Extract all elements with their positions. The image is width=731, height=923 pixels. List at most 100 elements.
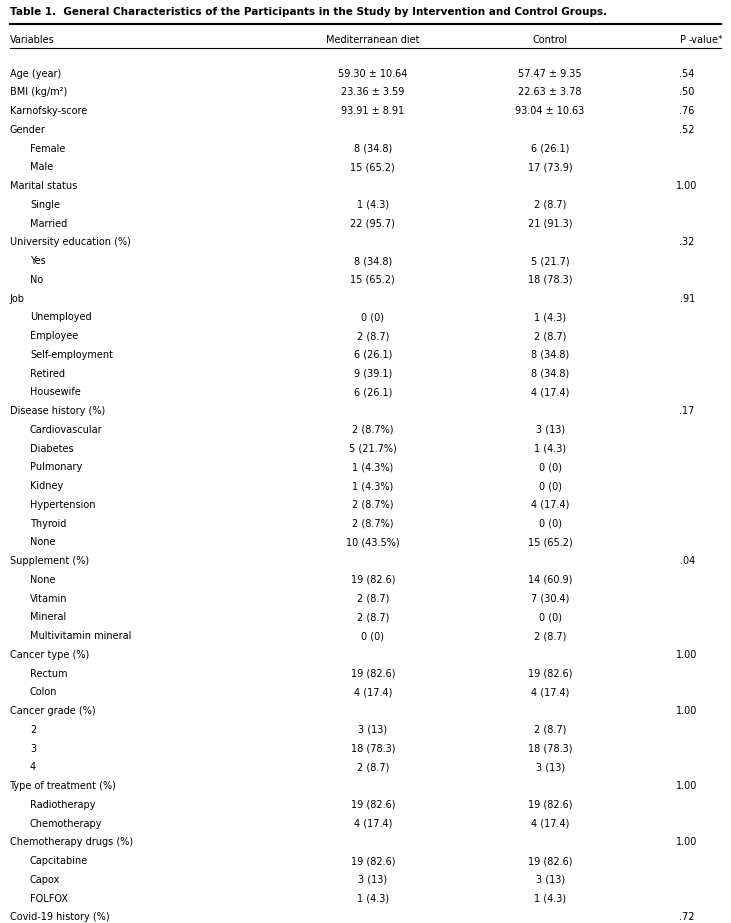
Text: Single: Single [30, 200, 60, 210]
Text: 0 (0): 0 (0) [539, 519, 561, 529]
Text: Kidney: Kidney [30, 481, 63, 491]
Text: 23.36 ± 3.59: 23.36 ± 3.59 [341, 88, 404, 97]
Text: 5 (21.7): 5 (21.7) [531, 256, 569, 266]
Text: FOLFOX: FOLFOX [30, 893, 68, 904]
Text: 3 (13): 3 (13) [536, 762, 564, 773]
Text: Employee: Employee [30, 331, 78, 342]
Text: Type of treatment (%): Type of treatment (%) [10, 781, 116, 791]
Text: 4 (17.4): 4 (17.4) [531, 388, 569, 397]
Text: 2 (8.7%): 2 (8.7%) [352, 425, 393, 435]
Text: 10 (43.5%): 10 (43.5%) [346, 537, 400, 547]
Text: .54: .54 [679, 68, 695, 78]
Text: 1 (4.3): 1 (4.3) [534, 893, 566, 904]
Text: University education (%): University education (%) [10, 237, 130, 247]
Text: 0 (0): 0 (0) [539, 462, 561, 473]
Text: Rectum: Rectum [30, 668, 67, 678]
Text: Gender: Gender [10, 125, 45, 135]
Text: 6 (26.1): 6 (26.1) [354, 350, 392, 360]
Text: Cancer grade (%): Cancer grade (%) [10, 706, 95, 716]
Text: Variables: Variables [10, 35, 54, 45]
Text: .17: .17 [679, 406, 695, 416]
Text: 93.91 ± 8.91: 93.91 ± 8.91 [341, 106, 404, 116]
Text: 15 (65.2): 15 (65.2) [350, 162, 395, 173]
Text: Thyroid: Thyroid [30, 519, 67, 529]
Text: 19 (82.6): 19 (82.6) [351, 668, 395, 678]
Text: .32: .32 [679, 237, 695, 247]
Text: 93.04 ± 10.63: 93.04 ± 10.63 [515, 106, 585, 116]
Text: Supplement (%): Supplement (%) [10, 556, 88, 566]
Text: 1.00: 1.00 [676, 781, 698, 791]
Text: 18 (78.3): 18 (78.3) [528, 275, 572, 285]
Text: Chemotherapy drugs (%): Chemotherapy drugs (%) [10, 837, 132, 847]
Text: 4 (17.4): 4 (17.4) [531, 500, 569, 509]
Text: 2 (8.7): 2 (8.7) [357, 593, 389, 604]
Text: .76: .76 [679, 106, 695, 116]
Text: 4 (17.4): 4 (17.4) [354, 819, 392, 829]
Text: 1 (4.3): 1 (4.3) [357, 200, 389, 210]
Text: Pulmonary: Pulmonary [30, 462, 82, 473]
Text: 3 (13): 3 (13) [358, 875, 387, 885]
Text: Covid-19 history (%): Covid-19 history (%) [10, 912, 109, 922]
Text: 2 (8.7): 2 (8.7) [534, 631, 567, 641]
Text: None: None [30, 575, 56, 585]
Text: .72: .72 [679, 912, 695, 922]
Text: Housewife: Housewife [30, 388, 80, 397]
Text: BMI (kg/m²): BMI (kg/m²) [10, 88, 67, 97]
Text: Age (year): Age (year) [10, 68, 61, 78]
Text: 18 (78.3): 18 (78.3) [528, 744, 572, 753]
Text: 59.30 ± 10.64: 59.30 ± 10.64 [338, 68, 407, 78]
Text: 4 (17.4): 4 (17.4) [354, 688, 392, 698]
Text: 22.63 ± 3.78: 22.63 ± 3.78 [518, 88, 582, 97]
Text: Retired: Retired [30, 368, 65, 378]
Text: .50: .50 [679, 88, 695, 97]
Text: Cancer type (%): Cancer type (%) [10, 650, 88, 660]
Text: 3 (13): 3 (13) [358, 725, 387, 735]
Text: 1.00: 1.00 [676, 837, 698, 847]
Text: 1.00: 1.00 [676, 181, 698, 191]
Text: No: No [30, 275, 43, 285]
Text: Chemotherapy: Chemotherapy [30, 819, 102, 829]
Text: Female: Female [30, 144, 65, 153]
Text: 6 (26.1): 6 (26.1) [531, 144, 569, 153]
Text: Capcitabine: Capcitabine [30, 857, 88, 866]
Text: Diabetes: Diabetes [30, 444, 74, 453]
Text: 3: 3 [30, 744, 36, 753]
Text: 15 (65.2): 15 (65.2) [350, 275, 395, 285]
Text: 7 (30.4): 7 (30.4) [531, 593, 569, 604]
Text: Mineral: Mineral [30, 612, 67, 622]
Text: Vitamin: Vitamin [30, 593, 67, 604]
Text: 19 (82.6): 19 (82.6) [528, 668, 572, 678]
Text: 1 (4.3): 1 (4.3) [534, 444, 566, 453]
Text: 2 (8.7): 2 (8.7) [357, 612, 389, 622]
Text: 19 (82.6): 19 (82.6) [528, 800, 572, 809]
Text: 1.00: 1.00 [676, 650, 698, 660]
Text: Mediterranean diet: Mediterranean diet [326, 35, 420, 45]
Text: .04: .04 [680, 556, 694, 566]
Text: -value: -value [689, 35, 719, 45]
Text: 4 (17.4): 4 (17.4) [531, 688, 569, 698]
Text: 2 (8.7%): 2 (8.7%) [352, 500, 393, 509]
Text: 2 (8.7): 2 (8.7) [534, 331, 567, 342]
Text: 22 (95.7): 22 (95.7) [350, 219, 395, 229]
Text: .52: .52 [679, 125, 695, 135]
Text: 4 (17.4): 4 (17.4) [531, 819, 569, 829]
Text: Table 1.  General Characteristics of the Participants in the Study by Interventi: Table 1. General Characteristics of the … [10, 7, 607, 18]
Text: 3 (13): 3 (13) [536, 875, 564, 885]
Text: Marital status: Marital status [10, 181, 77, 191]
Text: Self-employment: Self-employment [30, 350, 113, 360]
Text: 1 (4.3): 1 (4.3) [534, 312, 566, 322]
Text: Radiotherapy: Radiotherapy [30, 800, 96, 809]
Text: 1 (4.3%): 1 (4.3%) [352, 481, 393, 491]
Text: None: None [30, 537, 56, 547]
Text: 2 (8.7): 2 (8.7) [534, 725, 567, 735]
Text: 0 (0): 0 (0) [539, 612, 561, 622]
Text: .91: .91 [680, 294, 694, 304]
Text: Male: Male [30, 162, 53, 173]
Text: 8 (34.8): 8 (34.8) [354, 144, 392, 153]
Text: 6 (26.1): 6 (26.1) [354, 388, 392, 397]
Text: Karnofsky-score: Karnofsky-score [10, 106, 87, 116]
Text: Married: Married [30, 219, 67, 229]
Text: 2 (8.7%): 2 (8.7%) [352, 519, 393, 529]
Text: 2 (8.7): 2 (8.7) [357, 331, 389, 342]
Text: 2 (8.7): 2 (8.7) [534, 200, 567, 210]
